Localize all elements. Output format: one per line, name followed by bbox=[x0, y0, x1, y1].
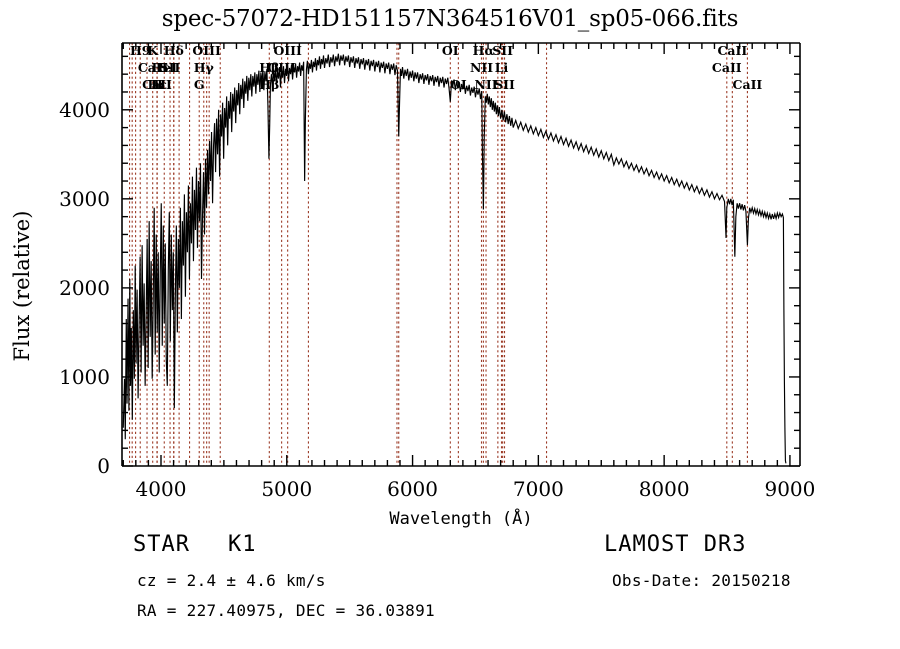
spectral-line-label: CaII bbox=[711, 60, 742, 75]
spectral-line-label: Hβ bbox=[259, 60, 280, 75]
spectral-line-label: Hδ bbox=[163, 43, 184, 58]
spectral-line-label: Hβ bbox=[259, 77, 280, 92]
spectral-line-label: OIII bbox=[267, 60, 296, 75]
spectral-line-label: OI bbox=[441, 43, 459, 58]
spectral-line-label: G bbox=[193, 77, 205, 92]
y-tick-label: 0 bbox=[97, 454, 110, 478]
y-tick-label: 3000 bbox=[59, 186, 110, 211]
spectral-line-label: NII bbox=[474, 77, 498, 92]
x-tick-label: 9000 bbox=[764, 477, 816, 501]
plot-title: spec-57072-HD151157N364516V01_sp05-066.f… bbox=[161, 6, 739, 32]
x-tick-label: 7000 bbox=[512, 477, 564, 501]
spectral-line-label: Li bbox=[494, 60, 509, 75]
coordinates-label: RA = 227.40975, DEC = 36.03891 bbox=[137, 601, 435, 620]
survey-label: LAMOST DR3 bbox=[604, 532, 747, 557]
obs-date-label: Obs-Date: 20150218 bbox=[612, 571, 791, 590]
object-type-label: STAR bbox=[133, 532, 190, 557]
x-tick-label: 5000 bbox=[261, 477, 313, 501]
spectral-line-label: NII bbox=[469, 60, 494, 75]
spectral-line-label: Hγ bbox=[193, 60, 214, 75]
spectral-line-label: K bbox=[147, 43, 159, 58]
y-tick-label: 4000 bbox=[59, 97, 110, 122]
x-axis-label: Wavelength (Å) bbox=[389, 509, 533, 529]
spectral-line-label: Hε bbox=[147, 77, 167, 92]
spectrum-trace bbox=[122, 53, 787, 464]
spectral-line-label: SII bbox=[494, 77, 515, 92]
spectral-line-label: OIII bbox=[273, 43, 302, 58]
spectral-line-label: OIII bbox=[192, 43, 221, 58]
spectral-line-label: SII bbox=[492, 43, 513, 58]
spectral-line-label: H bbox=[151, 77, 163, 92]
spectral-class-label: K1 bbox=[228, 532, 257, 557]
redshift-label: cz = 2.4 ± 4.6 km/s bbox=[137, 571, 326, 590]
y-tick-label: 2000 bbox=[59, 275, 110, 300]
spectral-line-label: SII bbox=[159, 60, 181, 75]
x-tick-label: 6000 bbox=[387, 477, 439, 501]
spectral-line-label: OI bbox=[449, 77, 467, 92]
spectral-line-label: CaII bbox=[137, 60, 168, 75]
y-tick-label: 1000 bbox=[59, 364, 110, 389]
spectral-line-label: Hα bbox=[472, 43, 495, 58]
y-axis-label: Flux (relative) bbox=[10, 210, 34, 362]
spectral-line-label: HeI bbox=[151, 60, 178, 75]
spectral-line-label: H9 bbox=[129, 43, 151, 58]
spectral-line-label: CaII bbox=[717, 43, 748, 58]
spectral-line-label: CaII bbox=[142, 77, 172, 92]
spectral-line-label: CaII bbox=[732, 77, 763, 92]
x-tick-label: 4000 bbox=[135, 477, 187, 501]
axis-frame bbox=[121, 42, 801, 467]
x-tick-label: 8000 bbox=[638, 477, 690, 501]
